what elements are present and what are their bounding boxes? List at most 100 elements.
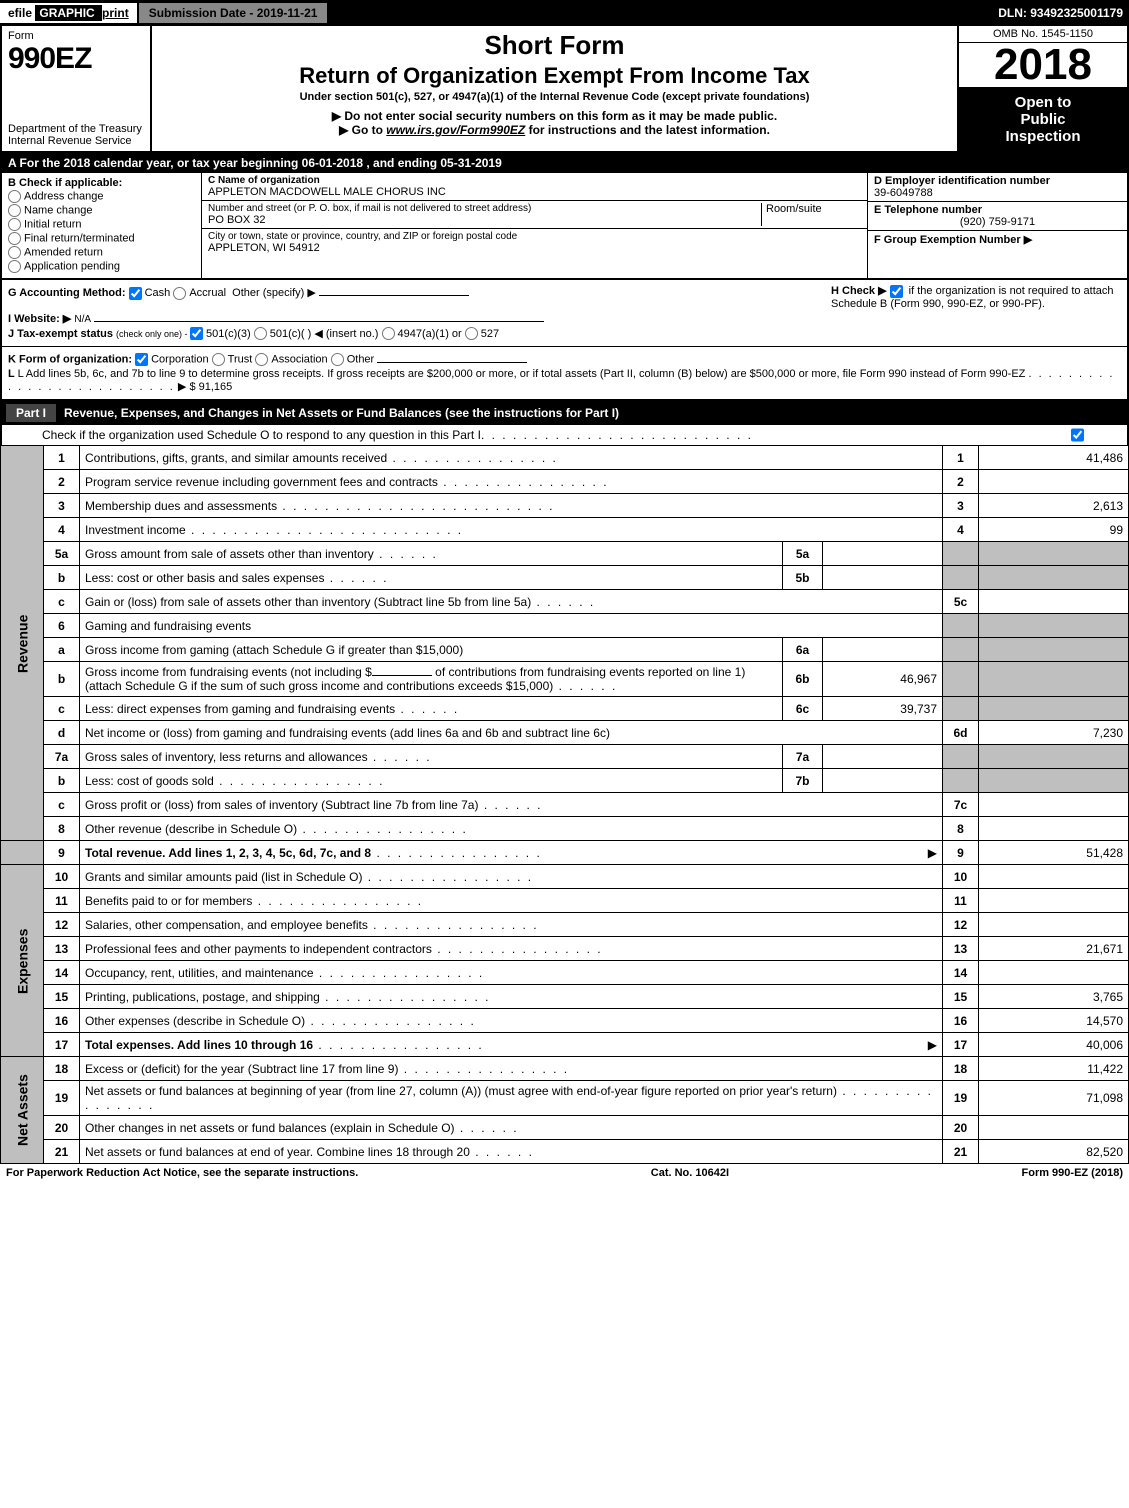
check-corp[interactable] xyxy=(135,353,148,366)
l-amount: ▶ $ 91,165 xyxy=(178,381,232,393)
501c-label: 501(c)( ) ◀ (insert no.) xyxy=(270,328,379,340)
line-17: 17 Total expenses. Add lines 10 through … xyxy=(1,1033,1129,1057)
dept-treasury: Department of the Treasury xyxy=(8,123,144,135)
line-19: 19 Net assets or fund balances at beginn… xyxy=(1,1081,1129,1116)
side-revenue: Revenue xyxy=(1,446,44,841)
check-h[interactable] xyxy=(890,285,903,298)
part1-check-row: Check if the organization used Schedule … xyxy=(0,425,1129,445)
d-label: D Employer identification number xyxy=(874,175,1121,187)
line-5a: 5a Gross amount from sale of assets othe… xyxy=(1,542,1129,566)
check-application-pending[interactable]: Application pending xyxy=(8,260,195,273)
l9-amount: 51,428 xyxy=(979,841,1129,865)
check-amended-return[interactable]: Amended return xyxy=(8,246,195,259)
527-label: 527 xyxy=(481,328,499,340)
check-4947[interactable] xyxy=(382,327,395,340)
form-word: Form xyxy=(8,30,144,42)
lines-table: Revenue 1 Contributions, gifts, grants, … xyxy=(0,445,1129,1164)
l6c-subval: 39,737 xyxy=(823,697,943,721)
l2-desc: Program service revenue including govern… xyxy=(80,470,943,494)
l6a-subnum: 6a xyxy=(783,638,823,662)
assoc-label: Association xyxy=(271,354,327,366)
l5a-desc: Gross amount from sale of assets other t… xyxy=(80,542,783,566)
short-form-title: Short Form xyxy=(160,30,949,61)
line-6d: d Net income or (loss) from gaming and f… xyxy=(1,721,1129,745)
l4-linenum: 4 xyxy=(943,518,979,542)
l10-linenum: 10 xyxy=(943,865,979,889)
l6-desc: Gaming and fundraising events xyxy=(80,614,943,638)
final-return-label: Final return/terminated xyxy=(24,232,135,244)
sub3-pre: ▶ Go to xyxy=(339,123,386,137)
other-org-input[interactable] xyxy=(377,362,527,363)
l1-amount: 41,486 xyxy=(979,446,1129,470)
l7c-num: c xyxy=(44,793,80,817)
l3-linenum: 3 xyxy=(943,494,979,518)
l19-num: 19 xyxy=(44,1081,80,1116)
dln-number: DLN: 93492325001179 xyxy=(998,6,1129,20)
l2-amount xyxy=(979,470,1129,494)
check-501c[interactable] xyxy=(254,327,267,340)
f-label: F Group Exemption Number ▶ xyxy=(874,234,1032,246)
check-final-return[interactable]: Final return/terminated xyxy=(8,232,195,245)
check-initial-return[interactable]: Initial return xyxy=(8,218,195,231)
label-c: C Name of organization xyxy=(208,175,861,186)
l11-desc: Benefits paid to or for members xyxy=(80,889,943,913)
l1-linenum: 1 xyxy=(943,446,979,470)
l5c-amount xyxy=(979,590,1129,614)
l18-linenum: 18 xyxy=(943,1057,979,1081)
check-address-change[interactable]: Address change xyxy=(8,190,195,203)
city-value: APPLETON, WI 54912 xyxy=(208,242,861,254)
row-l: L L Add lines 5b, 6c, and 7b to line 9 t… xyxy=(8,368,1121,393)
l5a-subnum: 5a xyxy=(783,542,823,566)
check-name-change[interactable]: Name change xyxy=(8,204,195,217)
l6a-desc: Gross income from gaming (attach Schedul… xyxy=(80,638,783,662)
part1-dots xyxy=(481,428,753,442)
part1-check[interactable] xyxy=(1071,428,1084,442)
l5b-num: b xyxy=(44,566,80,590)
check-assoc[interactable] xyxy=(255,353,268,366)
l7a-shade2 xyxy=(979,745,1129,769)
check-other-org[interactable] xyxy=(331,353,344,366)
l9-num: 9 xyxy=(44,841,80,865)
page-footer: For Paperwork Reduction Act Notice, see … xyxy=(0,1164,1129,1182)
l6c-desc: Less: direct expenses from gaming and fu… xyxy=(80,697,783,721)
l16-num: 16 xyxy=(44,1009,80,1033)
l6b-blank[interactable] xyxy=(372,675,432,676)
name-change-label: Name change xyxy=(24,204,93,216)
sub3-link[interactable]: www.irs.gov/Form990EZ xyxy=(386,123,525,137)
l19-desc: Net assets or fund balances at beginning… xyxy=(80,1081,943,1116)
l18-desc: Excess or (deficit) for the year (Subtra… xyxy=(80,1057,943,1081)
initial-return-label: Initial return xyxy=(24,218,81,230)
l5b-subnum: 5b xyxy=(783,566,823,590)
l21-num: 21 xyxy=(44,1140,80,1164)
tax-year: 2018 xyxy=(959,43,1127,88)
l14-amount xyxy=(979,961,1129,985)
check-501c3[interactable] xyxy=(190,327,203,340)
l4-amount: 99 xyxy=(979,518,1129,542)
phone-value: (920) 759-9171 xyxy=(874,216,1121,228)
section-b: B Check if applicable: Address change Na… xyxy=(2,173,202,278)
l8-desc: Other revenue (describe in Schedule O) xyxy=(80,817,943,841)
l3-num: 3 xyxy=(44,494,80,518)
l11-linenum: 11 xyxy=(943,889,979,913)
l12-amount xyxy=(979,913,1129,937)
check-cash[interactable] xyxy=(129,287,142,300)
city-label: City or town, state or province, country… xyxy=(208,231,861,242)
print-link[interactable]: print xyxy=(102,6,129,20)
row-j: J Tax-exempt status (check only one) - 5… xyxy=(8,327,1121,341)
check-trust[interactable] xyxy=(212,353,225,366)
check-527[interactable] xyxy=(465,327,478,340)
other-specify-input[interactable] xyxy=(319,295,469,296)
l21-linenum: 21 xyxy=(943,1140,979,1164)
l6b-shade1 xyxy=(943,662,979,697)
line-14: 14 Occupancy, rent, utilities, and maint… xyxy=(1,961,1129,985)
l8-amount xyxy=(979,817,1129,841)
efile-graphic[interactable]: GRAPHIC xyxy=(35,5,102,21)
accrual-label: Accrual xyxy=(189,287,226,299)
l14-linenum: 14 xyxy=(943,961,979,985)
city-row: City or town, state or province, country… xyxy=(202,229,867,256)
l5b-desc: Less: cost or other basis and sales expe… xyxy=(80,566,783,590)
check-accrual[interactable] xyxy=(173,287,186,300)
l16-linenum: 16 xyxy=(943,1009,979,1033)
header-sub1: Under section 501(c), 527, or 4947(a)(1)… xyxy=(160,91,949,103)
corp-label: Corporation xyxy=(151,354,208,366)
